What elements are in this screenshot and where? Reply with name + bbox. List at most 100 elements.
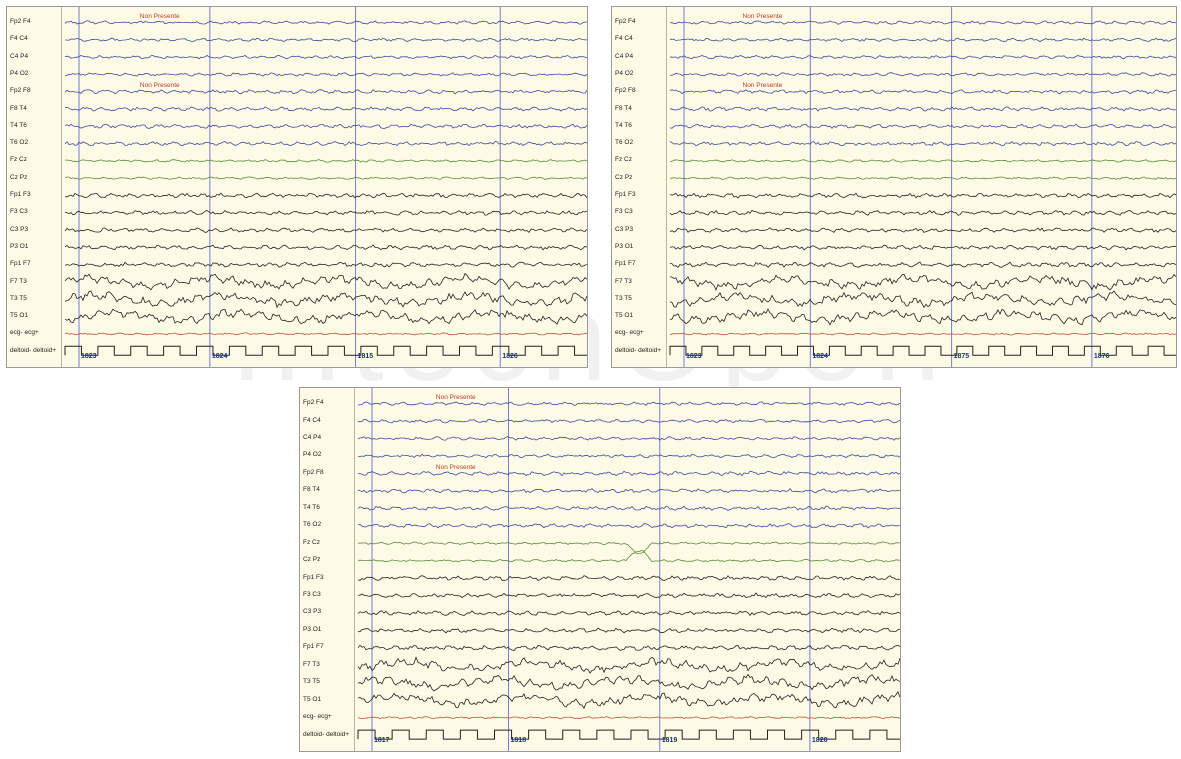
channel-label: C4 P4: [303, 433, 322, 441]
channel-label: C4 P4: [10, 52, 29, 60]
trace-fp2-f8: [669, 89, 1176, 95]
trace-t4-t6: [357, 505, 900, 511]
trace-fz-cz: [669, 159, 1176, 163]
trace-f8-t4: [669, 106, 1176, 112]
trace-f4-c4: [357, 418, 900, 424]
channel-label: ecg- ecg+: [10, 329, 39, 337]
non-presente-annotation: Non Presente: [742, 13, 783, 20]
channel-label-column: Fp2 F4 F4 C4 C4 P4 P4 O2 Fp2 F8 F8 T4 T4 T6 T6 …: [7, 7, 62, 367]
channel-label: Fp1 F7: [303, 643, 324, 651]
channel-label: F3 C3: [303, 591, 321, 599]
trace-cz-pz: [670, 176, 1176, 180]
channel-label: C4 P4: [615, 52, 634, 60]
channel-label: Fp1 F7: [10, 260, 31, 268]
trace-cz-pz: [357, 549, 900, 563]
eeg-traces: [669, 7, 1176, 367]
non-presente-annotation: Non Presente: [139, 82, 180, 90]
channel-label: Fp2 F8: [10, 87, 31, 95]
eeg-panel-top-right: Fp2 F4 F4 C4 C4 P4 P4 O2 Fp2 F8 F8 T4 T4 T6 T6 …: [611, 6, 1177, 368]
channel-label: Fp1 F3: [303, 573, 324, 581]
eeg-traces: [357, 388, 900, 751]
channel-label: C3 P3: [10, 225, 29, 233]
channel-label: T6 O2: [615, 139, 634, 147]
trace-p3-o1: [669, 244, 1176, 251]
channel-label: T3 T5: [10, 294, 27, 302]
trace-deltoid--deltoidplus: [357, 729, 900, 740]
trace-fp2-f4: [64, 20, 587, 25]
channel-label: Fp2 F4: [10, 18, 31, 25]
trace-ecg--ecgplus: [64, 332, 587, 336]
trace-fp1-f3: [669, 192, 1176, 199]
time-label: 1824: [211, 353, 228, 360]
trace-t6-o2: [669, 141, 1176, 147]
time-label: 1815: [357, 353, 374, 360]
trace-f4-c4: [669, 37, 1176, 43]
time-label: 1817: [374, 737, 390, 744]
time-label: 1876: [1093, 353, 1110, 360]
trace-f7-t3: [64, 272, 587, 291]
channel-label: Fp2 F8: [615, 87, 636, 95]
trace-t6-o2: [64, 141, 587, 147]
channel-label: F4 C4: [615, 35, 633, 43]
time-label: 1820: [811, 737, 828, 744]
time-label: 1826: [502, 353, 518, 360]
channel-label: P3 O1: [615, 242, 634, 250]
channel-label: Fz Cz: [10, 156, 27, 164]
channel-label: Fz Cz: [615, 156, 632, 164]
channel-label: P4 O2: [303, 451, 322, 459]
trace-p3-o1: [357, 627, 900, 634]
channel-label: T6 O2: [10, 139, 29, 147]
trace-deltoid--deltoidplus: [64, 345, 587, 356]
trace-fz-cz: [357, 541, 900, 554]
time-label: 1819: [661, 737, 678, 744]
trace-fp1-f7: [357, 644, 900, 652]
trace-f8-t4: [64, 106, 587, 112]
channel-label: F4 C4: [303, 416, 321, 424]
channel-label-column: Fp2 F4 F4 C4 C4 P4 P4 O2 Fp2 F8 F8 T4 T4 T6 T6 …: [612, 7, 667, 367]
trace-cz-pz: [64, 176, 587, 180]
trace-fp1-f3: [357, 575, 900, 581]
trace-fp1-f3: [64, 192, 587, 199]
channel-label: Cz Pz: [303, 556, 321, 564]
channel-label: Fp2 F4: [615, 18, 636, 25]
trace-c3-p3: [357, 610, 900, 616]
channel-label: T5 O1: [615, 312, 634, 320]
channel-label: F8 T4: [10, 104, 27, 112]
trace-f3-c3: [64, 210, 587, 216]
channel-label: T3 T5: [303, 678, 320, 686]
time-label: 1823: [686, 353, 702, 360]
trace-c4-p4: [669, 54, 1176, 60]
channel-label: Fp1 F3: [10, 191, 31, 198]
trace-f3-c3: [669, 209, 1176, 216]
channel-label: C3 P3: [615, 225, 634, 233]
trace-fp2-f8: [357, 470, 900, 477]
trace-fz-cz: [65, 159, 587, 163]
channel-label: F8 T4: [303, 486, 320, 494]
non-presente-annotation: Non Presente: [435, 394, 476, 401]
channel-label: deltoid- deltoid+: [615, 346, 662, 354]
channel-label: Cz Pz: [615, 173, 633, 181]
trace-t5-o1: [64, 308, 587, 325]
channel-label-column: Fp2 F4 F4 C4 C4 P4 P4 O2 Fp2 F8 F8 T4 T4 T6 T6 …: [300, 388, 355, 751]
eeg-panel-bottom: Fp2 F4 F4 C4 C4 P4 P4 O2 Fp2 F8 F8 T4 T4 T6 T6 …: [299, 387, 901, 752]
trace-t3-t5: [64, 290, 587, 309]
channel-label: T6 O2: [303, 521, 322, 529]
channel-label: T4 T6: [303, 503, 320, 511]
channel-label: F7 T3: [615, 277, 632, 285]
trace-c3-p3: [64, 227, 587, 234]
trace-t4-t6: [669, 123, 1176, 129]
trace-p4-o2: [358, 453, 900, 459]
channel-label: F7 T3: [303, 660, 320, 668]
trace-fp1-f7: [64, 261, 587, 268]
trace-p3-o1: [64, 244, 587, 251]
channel-label: ecg- ecg+: [615, 329, 644, 337]
channel-label: F4 C4: [10, 35, 28, 43]
trace-f4-c4: [64, 37, 587, 42]
trace-t3-t5: [669, 290, 1176, 309]
channel-label: P4 O2: [615, 69, 634, 77]
channel-label: P3 O1: [10, 242, 29, 250]
time-label: 1818: [510, 737, 527, 744]
trace-f3-c3: [357, 592, 900, 599]
trace-c3-p3: [669, 227, 1176, 233]
trace-ecg--ecgplus: [357, 716, 900, 720]
